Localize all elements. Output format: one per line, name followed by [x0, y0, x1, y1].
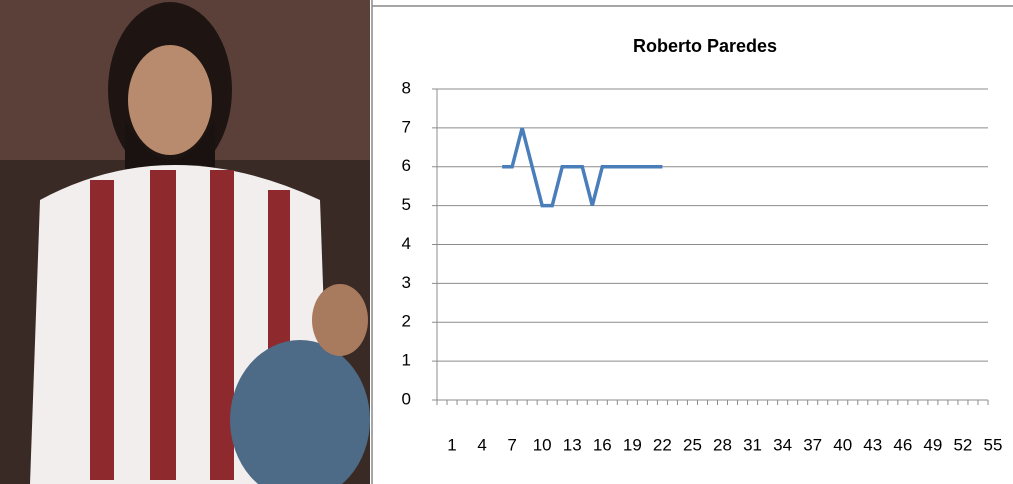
x-tick-label: 49 [923, 435, 942, 454]
y-tick-label: 6 [402, 156, 411, 175]
y-tick-label: 1 [402, 351, 411, 370]
x-tick-label: 40 [833, 435, 852, 454]
stripe [150, 170, 176, 480]
x-tick-label: 22 [653, 435, 672, 454]
y-tick-label: 3 [402, 273, 411, 292]
x-tick-label: 52 [953, 435, 972, 454]
x-tick-label: 4 [477, 435, 486, 454]
y-tick-label: 2 [402, 312, 411, 331]
x-tick-label: 31 [743, 435, 762, 454]
x-tick-label: 28 [713, 435, 732, 454]
person [230, 340, 370, 484]
x-tick-label: 34 [773, 435, 792, 454]
y-tick-label: 0 [402, 389, 411, 408]
stripe [90, 180, 114, 480]
photo [0, 0, 370, 484]
x-tick-label: 37 [803, 435, 822, 454]
y-tick-label: 7 [402, 117, 411, 136]
data-line [502, 127, 663, 208]
x-tick-label: 55 [984, 435, 1003, 454]
x-tick-label: 13 [563, 435, 582, 454]
x-tick-label: 10 [533, 435, 552, 454]
chart-title: Roberto Paredes [633, 36, 777, 56]
x-tick-label: 25 [683, 435, 702, 454]
y-tick-label: 5 [402, 195, 411, 214]
stripe [210, 170, 234, 480]
x-tick-label: 1 [447, 435, 456, 454]
x-tick-label: 46 [893, 435, 912, 454]
x-tick-label: 7 [507, 435, 516, 454]
chart-frame [371, 0, 1013, 484]
face [128, 45, 212, 155]
x-tick-label: 43 [863, 435, 882, 454]
person-face [312, 284, 368, 356]
x-tick-label: 16 [593, 435, 612, 454]
y-tick-label: 4 [402, 234, 411, 253]
x-tick-label: 19 [623, 435, 642, 454]
y-tick-label: 8 [402, 78, 411, 97]
